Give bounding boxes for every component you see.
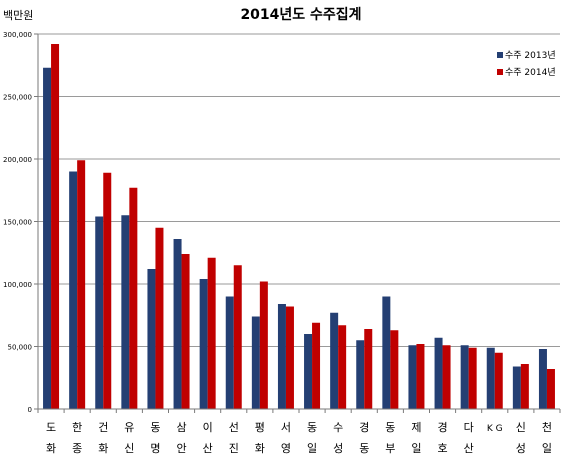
bar-2013 xyxy=(408,345,417,409)
x-tick-label: 화 xyxy=(46,442,56,455)
x-tick-label: 종 xyxy=(72,442,82,455)
bar-2013 xyxy=(460,345,469,409)
bar-2013 xyxy=(199,279,208,409)
legend-label: 수주 2013년 xyxy=(505,50,556,61)
bar-2014 xyxy=(207,257,216,409)
x-tick-label: 호 xyxy=(437,442,447,455)
bar-2014 xyxy=(442,345,451,409)
x-tick-label: 수 xyxy=(333,421,343,434)
bar-2014 xyxy=(103,172,112,409)
bar-2014 xyxy=(416,344,425,409)
bar-2013 xyxy=(69,171,78,409)
bars xyxy=(43,44,555,409)
bar-2013 xyxy=(330,312,339,409)
x-tick-label: 동 xyxy=(385,421,395,434)
bar-2014 xyxy=(155,227,164,409)
bar-2014 xyxy=(338,325,347,409)
bar-2014 xyxy=(546,369,555,409)
bar-2014 xyxy=(390,330,399,409)
x-tick-label: 평 xyxy=(255,421,265,434)
legend-swatch xyxy=(497,69,503,75)
x-tick-label: 일 xyxy=(307,441,317,455)
x-tick-label: 화 xyxy=(98,442,108,455)
gridlines xyxy=(38,33,560,347)
x-tick-label: 경 xyxy=(437,421,447,434)
bar-2014 xyxy=(312,322,321,409)
x-tick-label: 동 xyxy=(359,442,369,455)
y-tick-label: 100,000 xyxy=(3,281,32,289)
x-tick-label: 서 xyxy=(281,421,291,434)
bar-2013 xyxy=(43,67,52,409)
x-tick-label: 경 xyxy=(359,421,369,434)
x-tick-label: 신 xyxy=(124,442,134,455)
x-tick-label: 유 xyxy=(124,421,134,434)
bar-2014 xyxy=(129,187,138,409)
y-tick-label: 50,000 xyxy=(8,344,33,352)
bar-2013 xyxy=(173,239,182,409)
x-tick-label: 동 xyxy=(150,421,160,434)
x-tick-label: 선 xyxy=(229,421,239,434)
bar-2013 xyxy=(382,296,391,409)
bar-2014 xyxy=(77,160,86,409)
x-tick-label: 산 xyxy=(464,442,474,455)
bar-2014 xyxy=(364,329,373,409)
bar-2014 xyxy=(51,44,60,409)
x-tick-label: 한 xyxy=(72,421,82,434)
bar-2014 xyxy=(233,265,242,409)
x-tick-label: 건 xyxy=(98,421,108,434)
x-tick-label: 천 xyxy=(542,420,552,434)
x-tick-label: 성 xyxy=(333,442,343,455)
y-tick-label: 200,000 xyxy=(3,156,32,164)
bar-2013 xyxy=(121,215,130,409)
x-tick-label: 신 xyxy=(516,421,526,434)
bar-2014 xyxy=(259,281,268,409)
bar-2013 xyxy=(225,296,234,409)
y-axis: 0 50,000 100,000 150,000 200,000 250,000 300,0… xyxy=(3,31,39,414)
x-tick-label: 제 xyxy=(411,421,421,434)
x-tick-label: 진 xyxy=(229,442,239,455)
legend-label: 수주 2014년 xyxy=(505,67,556,78)
bar-2013 xyxy=(434,337,443,409)
bar-2014 xyxy=(285,306,294,409)
x-tick-label: 부 xyxy=(385,442,395,455)
bar-2014 xyxy=(181,254,190,409)
bar-2014 xyxy=(468,347,477,409)
x-tick-label: 일 xyxy=(542,441,552,455)
x-tick-label: 안 xyxy=(176,442,186,455)
x-tick-label: 산 xyxy=(203,442,213,455)
bar-2013 xyxy=(512,366,521,409)
bar-2014 xyxy=(520,364,529,409)
x-tick-label: 이 xyxy=(203,421,213,434)
x-tick-label: 도 xyxy=(46,421,56,434)
x-tick-label: 다 xyxy=(464,421,474,434)
y-tick-label: 300,000 xyxy=(3,31,32,39)
x-tick-label: 성 xyxy=(516,442,526,455)
bar-2013 xyxy=(486,347,495,409)
y-tick-label: 150,000 xyxy=(3,219,32,227)
bar-2013 xyxy=(251,316,260,409)
y-tick-label: 0 xyxy=(28,406,32,414)
x-tick-label: 영 xyxy=(281,442,291,455)
y-tick-label: 250,000 xyxy=(3,94,32,102)
legend-swatch xyxy=(497,52,503,58)
x-tick-label: 일 xyxy=(411,441,421,455)
bar-2013 xyxy=(147,269,156,409)
y-axis-label: 백만원 xyxy=(3,9,33,22)
x-tick-label: 삼 xyxy=(176,421,186,434)
bar-2014 xyxy=(494,352,503,409)
bar-2013 xyxy=(356,340,365,409)
chart-title: 2014년도 수주집계 xyxy=(240,6,361,23)
x-tick-label: 동 xyxy=(307,421,317,434)
bar-2013 xyxy=(95,216,104,409)
bar-2013 xyxy=(304,334,313,409)
x-tick-label: 명 xyxy=(150,442,160,455)
bar-2013 xyxy=(277,304,286,409)
x-tick-label: K G xyxy=(487,424,503,434)
bar-2013 xyxy=(538,349,547,409)
x-tick-label: 화 xyxy=(255,442,265,455)
